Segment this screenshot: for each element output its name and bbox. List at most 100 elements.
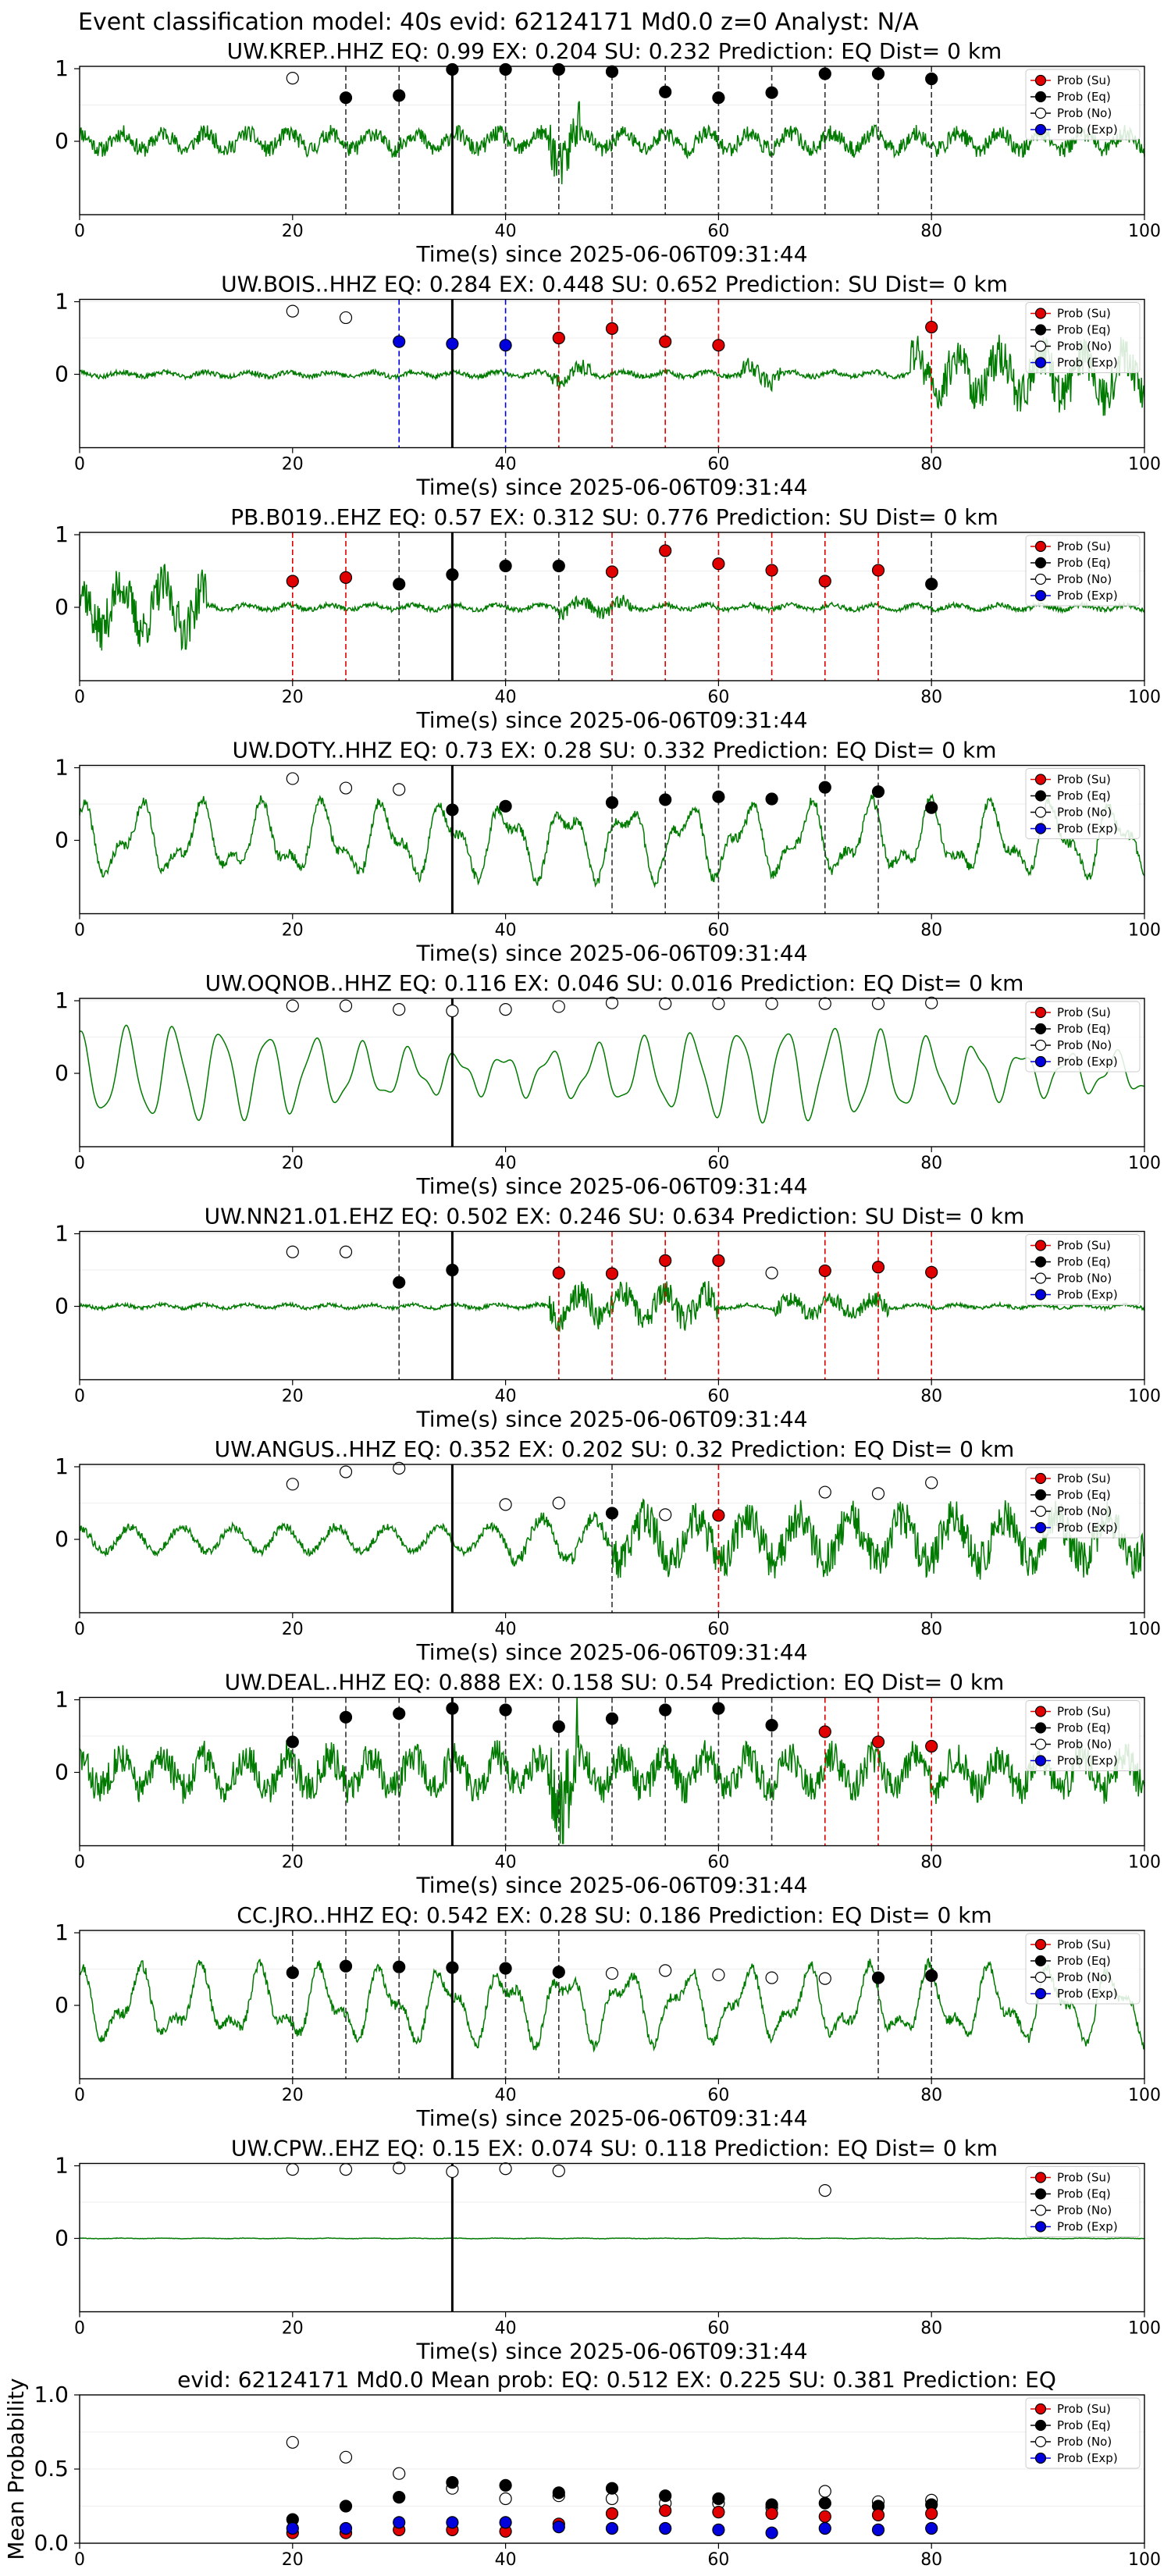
legend-label-su: Prob (Su) — [1057, 1471, 1111, 1485]
marker-exp — [446, 2516, 459, 2529]
legend-label-exp: Prob (Exp) — [1057, 356, 1118, 370]
legend-label-su: Prob (Su) — [1057, 1937, 1111, 1952]
marker-eq — [552, 2486, 565, 2500]
y-tick-label: 0.5 — [34, 2456, 69, 2482]
marker-no — [339, 311, 353, 325]
x-tick-label: 40 — [495, 1387, 517, 1407]
panel-10: UW.CPW..EHZ EQ: 0.15 EX: 0.074 SU: 0.118… — [55, 2136, 1161, 2364]
legend-label-exp: Prob (Exp) — [1057, 1987, 1118, 2001]
waveform-trace — [80, 793, 1144, 888]
marker-exp — [765, 2526, 778, 2539]
panel-title: UW.OQNOB..HHZ EQ: 0.116 EX: 0.046 SU: 0.… — [205, 970, 1024, 996]
marker-eq — [659, 85, 672, 98]
marker-su — [605, 1267, 619, 1280]
marker-exp — [871, 2523, 885, 2536]
x-tick-label: 80 — [920, 455, 942, 475]
marker-no — [925, 1476, 938, 1489]
marker-su — [818, 575, 831, 588]
marker-su — [1034, 2172, 1047, 2183]
legend-label-eq: Prob (Eq) — [1057, 1488, 1111, 1502]
y-axis-label: Mean Probability — [3, 2378, 29, 2560]
marker-exp — [393, 2516, 406, 2529]
marker-no — [712, 997, 725, 1010]
marker-exp — [1034, 1987, 1047, 2000]
marker-no — [393, 1003, 406, 1016]
marker-eq — [871, 1971, 885, 1984]
marker-su — [871, 1735, 885, 1749]
y-tick-label: 1 — [55, 755, 69, 781]
marker-eq — [765, 1718, 778, 1732]
marker-exp — [925, 2521, 938, 2535]
panel-title: UW.BOIS..HHZ EQ: 0.284 EX: 0.448 SU: 0.6… — [221, 272, 1008, 297]
x-tick-label: 80 — [920, 1154, 942, 1173]
legend-box — [1025, 2166, 1141, 2237]
panel-7: UW.ANGUS..HHZ EQ: 0.352 EX: 0.202 SU: 0.… — [55, 1436, 1161, 1665]
marker-no — [871, 1487, 885, 1500]
marker-no — [286, 1245, 299, 1258]
marker-eq — [393, 578, 406, 591]
marker-eq — [712, 2492, 725, 2506]
legend-label-no: Prob (No) — [1057, 340, 1112, 354]
marker-su — [1034, 2403, 1047, 2415]
legend-label-exp: Prob (Exp) — [1057, 589, 1118, 603]
legend-label-exp: Prob (Exp) — [1057, 1521, 1118, 1535]
marker-su — [1034, 540, 1047, 553]
x-tick-label: 40 — [495, 2086, 517, 2105]
x-tick-label: 100 — [1128, 1387, 1161, 1407]
marker-eq — [499, 2478, 512, 2492]
panel-title: CC.JRO..HHZ EQ: 0.542 EX: 0.28 SU: 0.186… — [237, 1902, 991, 1928]
marker-eq — [446, 1961, 459, 1974]
marker-eq — [552, 62, 565, 76]
x-tick-label: 60 — [707, 1620, 729, 1639]
x-tick-label: 60 — [707, 2550, 729, 2570]
y-tick-label: 0 — [55, 594, 69, 620]
legend-label-eq: Prob (Eq) — [1057, 323, 1111, 337]
x-tick-label: 60 — [707, 455, 729, 475]
legend-label-su: Prob (Su) — [1057, 773, 1111, 787]
panel-3: PB.B019..EHZ EQ: 0.57 EX: 0.312 SU: 0.77… — [55, 504, 1161, 733]
marker-eq — [925, 72, 938, 86]
marker-eq — [446, 62, 459, 76]
y-tick-label: 1 — [55, 55, 69, 81]
marker-no — [499, 2162, 512, 2176]
x-tick-label: 100 — [1128, 222, 1161, 241]
legend-label-eq: Prob (Eq) — [1057, 1255, 1111, 1269]
panel-2: UW.BOIS..HHZ EQ: 0.284 EX: 0.448 SU: 0.6… — [55, 272, 1161, 500]
x-axis-label: Time(s) since 2025-06-06T09:31:44 — [415, 2105, 807, 2131]
legend: Prob (Su) Prob (Eq) Prob (No) Prob (Exp) — [1025, 1700, 1141, 1771]
x-tick-label: 20 — [282, 688, 304, 707]
x-tick-label: 0 — [74, 2086, 85, 2105]
x-axis-label: Time(s) since 2025-06-06T09:31:44 — [415, 941, 807, 966]
legend-label-su: Prob (Su) — [1057, 2171, 1111, 2185]
panel-title: UW.ANGUS..HHZ EQ: 0.352 EX: 0.202 SU: 0.… — [215, 1436, 1015, 1462]
waveform-trace — [80, 1957, 1144, 2053]
waveform-trace — [80, 1281, 1144, 1332]
marker-eq — [446, 568, 459, 582]
marker-su — [818, 2510, 831, 2523]
legend-label-exp: Prob (Exp) — [1057, 123, 1118, 137]
x-tick-label: 60 — [707, 2086, 729, 2105]
marker-eq — [605, 796, 619, 809]
marker-exp — [286, 2521, 299, 2535]
marker-no — [659, 1508, 672, 1521]
marker-su — [659, 1254, 672, 1268]
marker-exp — [1034, 823, 1047, 834]
marker-eq — [393, 2491, 406, 2504]
marker-eq — [1034, 557, 1047, 569]
x-tick-label: 100 — [1128, 688, 1161, 707]
legend-label-no: Prob (No) — [1057, 572, 1112, 586]
marker-eq — [499, 799, 512, 813]
x-tick-label: 80 — [920, 2550, 942, 2570]
marker-eq — [605, 1507, 619, 1520]
x-tick-label: 20 — [282, 222, 304, 241]
legend-label-eq: Prob (Eq) — [1057, 2187, 1111, 2201]
marker-su — [871, 564, 885, 577]
y-tick-label: 1 — [55, 2153, 69, 2179]
x-tick-label: 100 — [1128, 1154, 1161, 1173]
panel-9: CC.JRO..HHZ EQ: 0.542 EX: 0.28 SU: 0.186… — [55, 1902, 1161, 2131]
marker-exp — [659, 2521, 672, 2535]
legend-label-su: Prob (Su) — [1057, 1705, 1111, 1719]
marker-no — [393, 1461, 406, 1475]
legend-label-eq: Prob (Eq) — [1057, 789, 1111, 803]
